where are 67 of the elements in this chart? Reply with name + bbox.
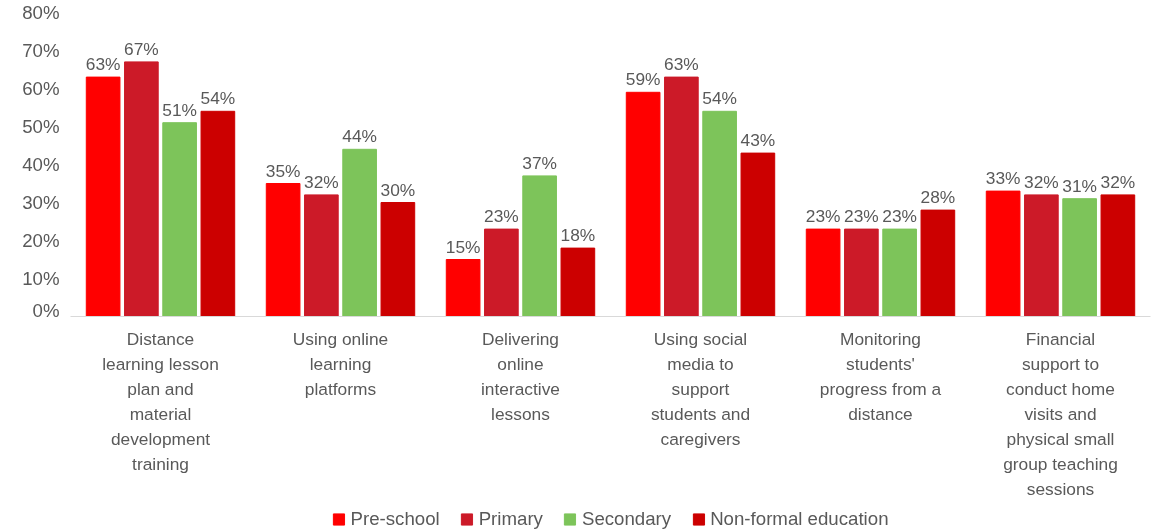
bar (200, 110, 236, 317)
x-tick-label: Financial support to conduct home visits and physical small group teaching sessions (1003, 328, 1118, 499)
data-label: 63% (664, 54, 699, 75)
x-tick-label: Distance learning lesson plan and material development training (102, 328, 219, 474)
data-label: 51% (162, 99, 197, 120)
data-label: 15% (445, 236, 481, 257)
x-tick-label: Delivering online interactive lessons (481, 328, 560, 424)
y-tick-label: 40% (22, 154, 60, 175)
legend-label: Non-formal education (710, 508, 889, 530)
y-tick-label: 0% (32, 299, 60, 321)
bar (445, 259, 481, 317)
bar (85, 76, 121, 317)
data-label: 43% (740, 130, 776, 151)
data-label: 35% (265, 160, 301, 181)
data-label: 33% (985, 168, 1021, 189)
y-tick-label: 50% (22, 116, 60, 137)
data-label: 23% (484, 206, 519, 227)
data-label: 37% (522, 152, 557, 173)
bar (625, 91, 661, 317)
y-tick-label: 80% (22, 2, 60, 23)
data-label: 54% (702, 88, 737, 109)
bar (920, 209, 956, 317)
bar (1100, 194, 1136, 317)
bar (522, 175, 557, 317)
legend-label: Pre-school (350, 508, 440, 530)
bar (1024, 194, 1059, 317)
y-tick-label: 30% (22, 192, 60, 213)
data-label: 67% (124, 38, 159, 59)
legend-label: Primary (478, 508, 543, 530)
bar (304, 194, 339, 317)
y-tick-label: 60% (22, 78, 60, 99)
data-label: 32% (1024, 171, 1059, 192)
bar (805, 228, 841, 317)
y-tick-label: 70% (22, 40, 60, 61)
data-label: 63% (85, 54, 121, 75)
data-label: 23% (844, 206, 879, 227)
data-label: 28% (920, 187, 956, 208)
data-label: 44% (342, 126, 377, 147)
y-tick-label: 20% (22, 230, 60, 251)
bar (484, 228, 519, 317)
x-tick-label: Monitoring students' progress from a distance (819, 328, 942, 424)
data-label: 30% (380, 179, 416, 200)
bar (560, 247, 596, 317)
y-tick-label: 10% (22, 268, 60, 289)
x-tick-label: Using online learning platforms (292, 328, 389, 399)
bar (702, 110, 737, 317)
data-label: 23% (882, 206, 917, 227)
bar (740, 152, 776, 317)
bar (124, 61, 159, 317)
bar (342, 148, 377, 317)
data-label: 59% (625, 69, 661, 90)
legend-label: Secondary (581, 508, 672, 530)
bar (985, 190, 1021, 317)
bar (882, 228, 917, 317)
bar (1062, 198, 1097, 317)
bar (380, 202, 416, 317)
data-label: 18% (560, 225, 596, 246)
data-label: 32% (304, 171, 339, 192)
data-label: 54% (200, 88, 236, 109)
data-label: 32% (1100, 171, 1136, 192)
bar (664, 76, 699, 317)
bar (844, 228, 879, 317)
x-tick-label: Using social media to support students and caregivers (650, 328, 751, 449)
bar (265, 183, 301, 317)
data-label: 31% (1062, 175, 1097, 196)
data-label: 23% (805, 206, 841, 227)
bar (162, 122, 197, 317)
